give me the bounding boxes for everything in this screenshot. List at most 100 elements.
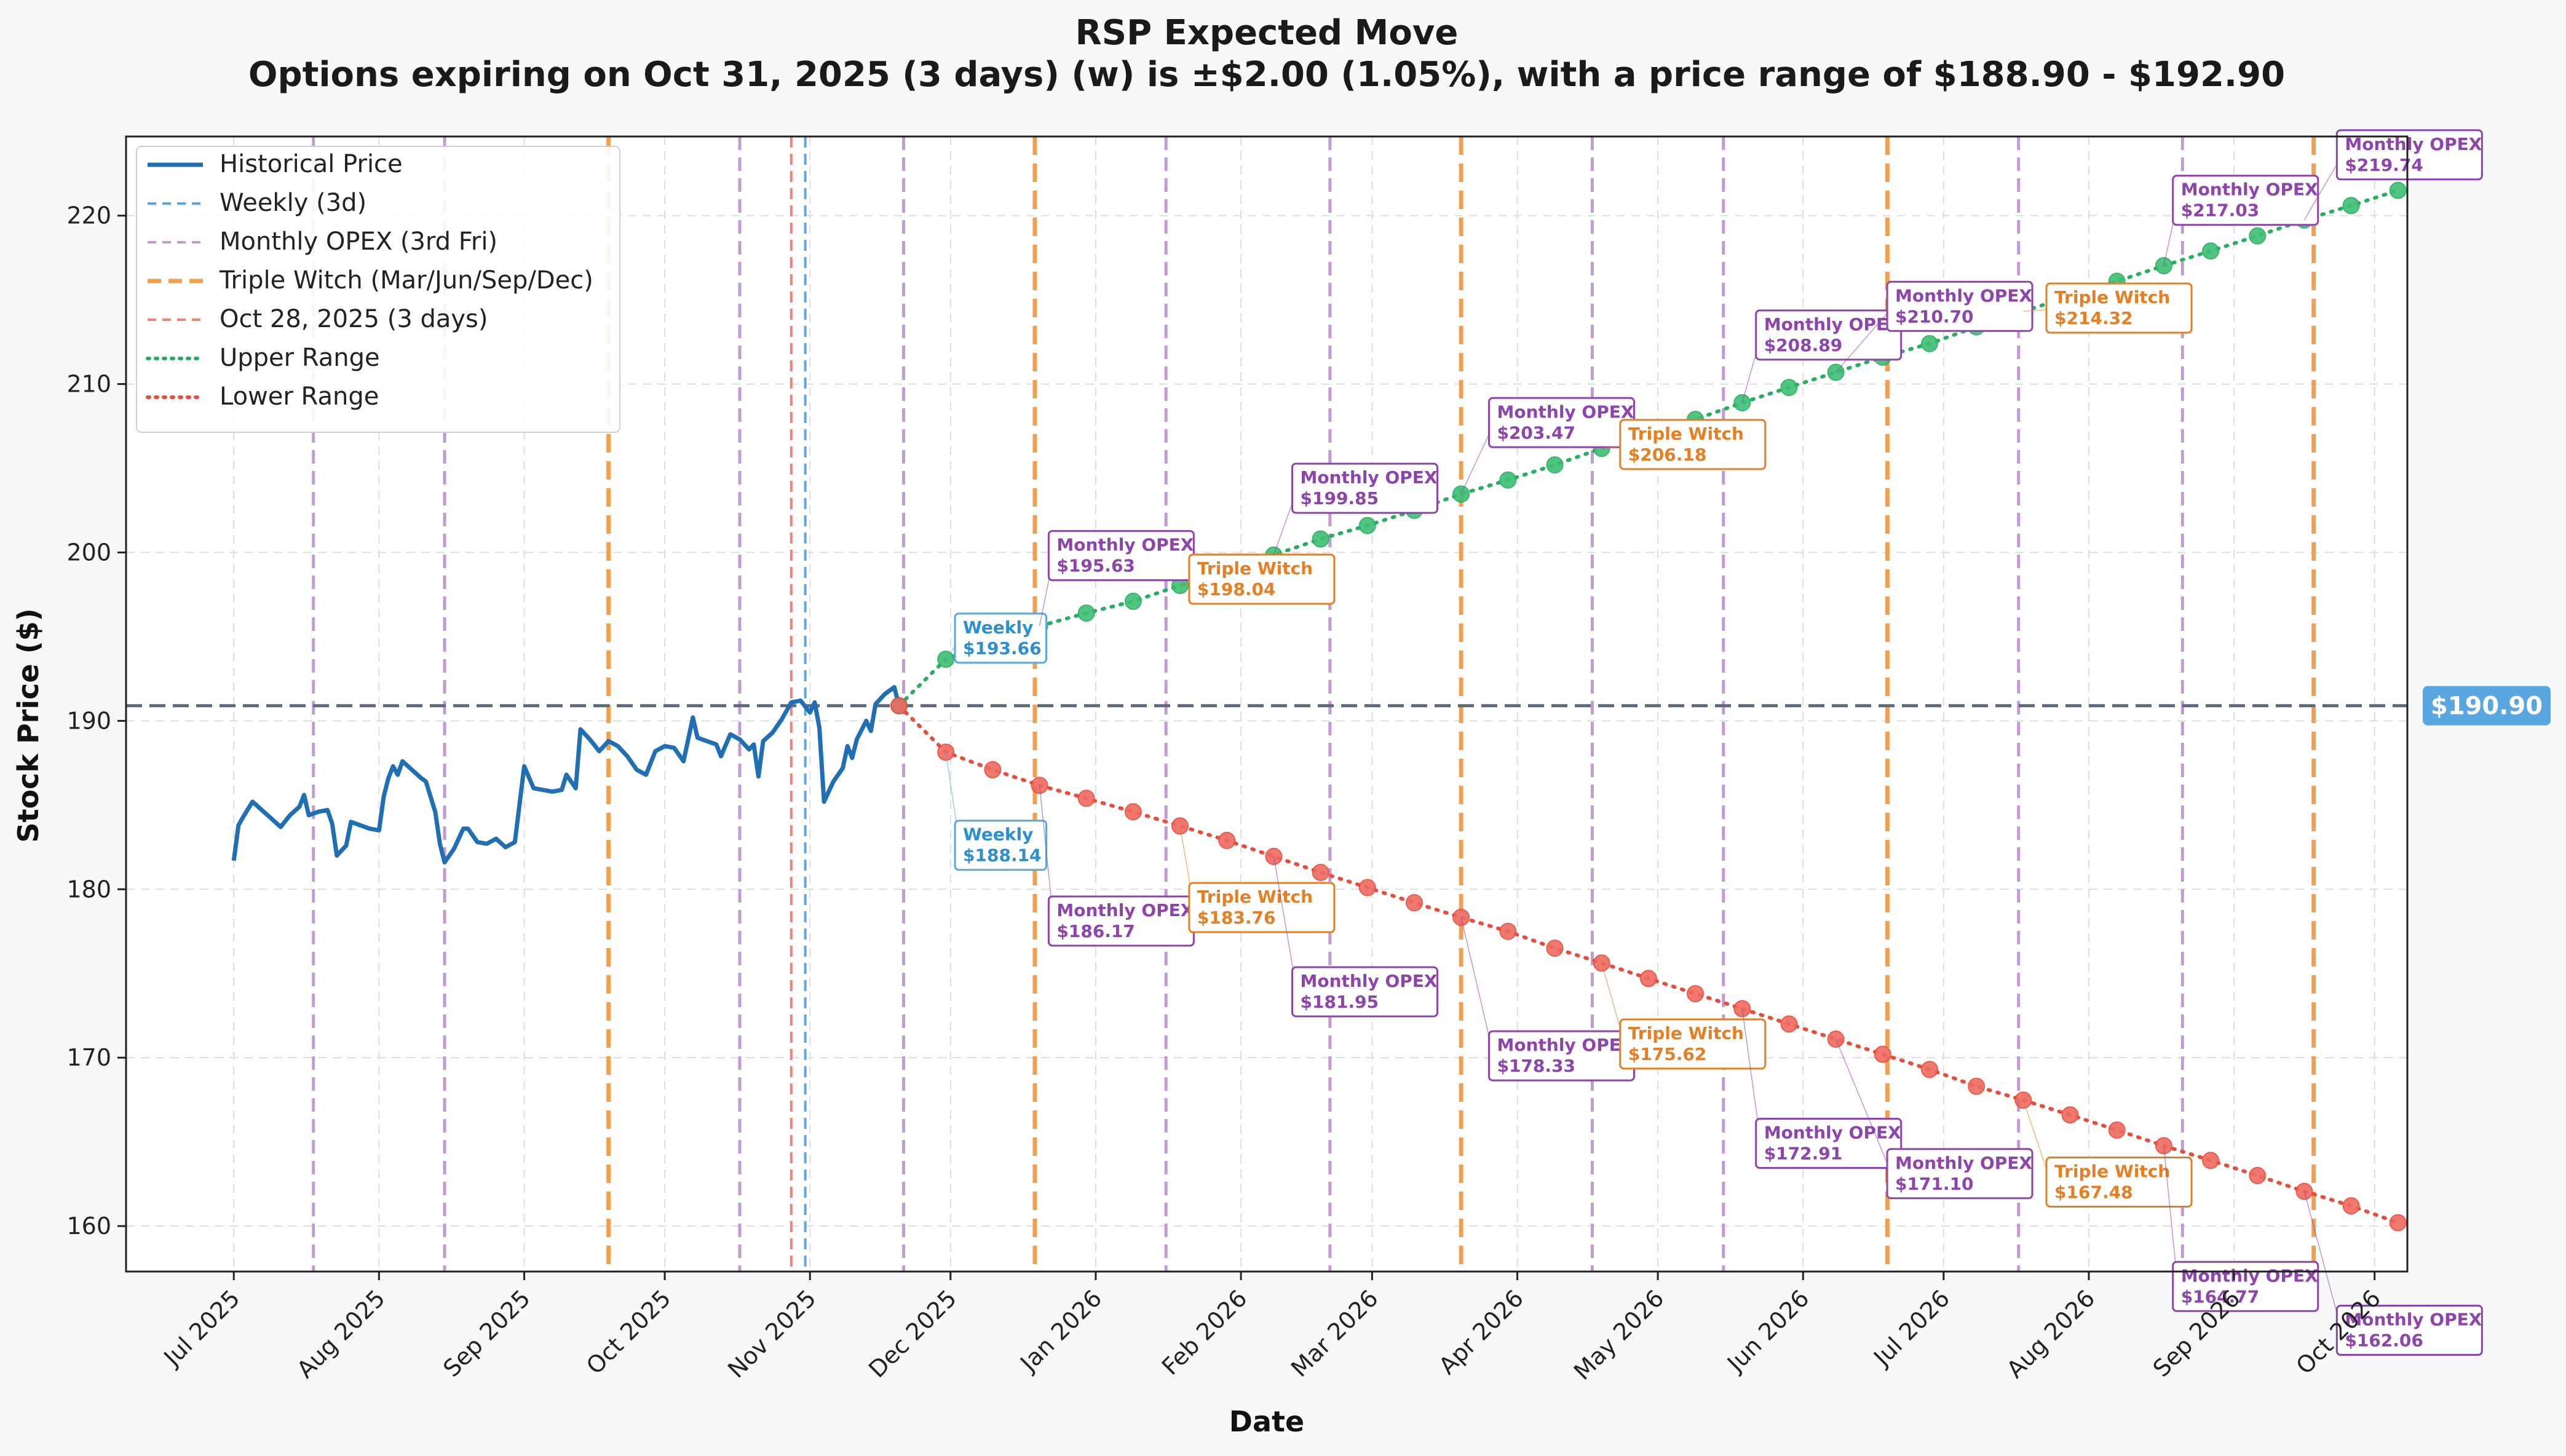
- y-tick-label: 170: [66, 1044, 111, 1071]
- annotation-box: [1886, 280, 2033, 332]
- annotation-weekly: Weekly$188.14: [945, 752, 1048, 871]
- annotation-box: [2045, 282, 2193, 334]
- annotation-monthly: Monthly OPEX$219.74: [2303, 129, 2483, 221]
- annotation-monthly: Monthly OPEX$210.70: [1835, 280, 2033, 373]
- plot-frame: [125, 135, 2409, 1273]
- annotation-box: [1291, 462, 1439, 514]
- annotation-box: [1886, 1148, 2033, 1200]
- annotation-triple: Triple Witch$175.62: [1601, 963, 1767, 1070]
- lower-range-point: [1124, 803, 1142, 821]
- lower-range-point: [1405, 894, 1423, 912]
- annotation-monthly: Monthly OPEX$217.03: [2163, 175, 2319, 266]
- annotation-box: [1619, 419, 1767, 470]
- upper-range-point: [2202, 242, 2220, 260]
- y-axis-label: Stock Price ($): [12, 608, 45, 842]
- y-tick-label: 220: [66, 202, 111, 229]
- legend: Historical Price Weekly (3d) Monthly OPEX …: [136, 146, 620, 433]
- annotation-value: $172.91: [1764, 1144, 1843, 1164]
- current-price-tag: $190.90: [2423, 686, 2551, 726]
- upper-range-point: [2249, 227, 2267, 245]
- y-tick-label: 180: [66, 876, 111, 903]
- y-tick-label: 190: [66, 707, 111, 734]
- annotation-value: $219.74: [2345, 155, 2423, 175]
- annotation-title: Monthly OPEX: [1301, 467, 1438, 488]
- historical-price-line: [231, 685, 901, 865]
- annotation-title: Monthly OPEX: [1497, 1035, 1634, 1055]
- annotation-title: Monthly OPEX: [1895, 285, 2032, 306]
- legend-entry: Weekly (3d): [220, 189, 366, 217]
- upper-range-point: [1124, 592, 1142, 610]
- annotation-value: $195.63: [1056, 556, 1135, 576]
- lower-range-point: [1687, 985, 1705, 1003]
- annotation-triple: Triple Witch$206.18: [1601, 419, 1767, 470]
- annotation-title: Monthly OPEX: [1056, 900, 1194, 920]
- annotation-monthly: Monthly OPEX$181.95: [1273, 856, 1439, 1018]
- lower-range-point: [1499, 922, 1517, 940]
- annotation-monthly: Monthly OPEX$172.91: [1741, 1008, 1903, 1169]
- annotation-box: [1188, 553, 1336, 605]
- annotation-value: $164.77: [2181, 1286, 2260, 1307]
- annotation-box: [2335, 1305, 2483, 1356]
- lower-range-point: [2389, 1214, 2407, 1232]
- annotation-value: $199.85: [1301, 488, 1379, 508]
- annotation-triple: Triple Witch$167.48: [2022, 1099, 2193, 1208]
- legend-entry: Monthly OPEX (3rd Fri): [220, 228, 497, 256]
- annotation-value: $178.33: [1497, 1056, 1575, 1076]
- annotation-leader: [1835, 307, 1893, 373]
- legend-entry: Oct 28, 2025 (3 days): [220, 305, 488, 333]
- annotation-leader: [2303, 1191, 2343, 1332]
- annotation-triple: Triple Witch$183.76: [1179, 826, 1336, 933]
- x-axis-label: Date: [1229, 1405, 1304, 1438]
- upper-range-point: [1546, 456, 1564, 474]
- annotation-value: $188.14: [963, 845, 1042, 866]
- annotation-title: Triple Witch: [1197, 558, 1313, 579]
- upper-range-point: [1499, 471, 1517, 489]
- lower-range-point: [1218, 831, 1236, 849]
- upper-range-point: [2342, 197, 2360, 215]
- annotation-title: Monthly OPEX: [1056, 535, 1194, 555]
- lower-range-point: [1639, 970, 1657, 987]
- lower-range-point: [1920, 1061, 1938, 1078]
- y-tick-label: 160: [66, 1213, 111, 1240]
- annotation-value: $198.04: [1197, 579, 1276, 599]
- annotation-box: [2335, 129, 2483, 181]
- lower-range-point: [2342, 1197, 2360, 1215]
- annotation-monthly: Monthly OPEX$162.06: [2303, 1191, 2483, 1356]
- current-price-tag-label: $190.90: [2431, 692, 2543, 721]
- annotation-value: $193.66: [963, 638, 1042, 659]
- lower-range-point: [1968, 1077, 1986, 1095]
- annotation-title: Triple Witch: [1628, 424, 1744, 444]
- lower-range-point: [984, 761, 1002, 778]
- annotation-title: Weekly: [963, 617, 1033, 638]
- annotation-box: [2172, 1260, 2319, 1312]
- upper-range-point: [1920, 334, 1938, 352]
- annotation-value: $181.95: [1301, 992, 1379, 1012]
- annotation-monthly: Monthly OPEX$164.77: [2163, 1145, 2319, 1312]
- lower-range-point: [2202, 1152, 2220, 1169]
- lower-range-point: [1312, 863, 1329, 881]
- annotation-value: $183.76: [1197, 908, 1276, 928]
- annotation-value: $175.62: [1628, 1044, 1707, 1064]
- chart-title: RSP Expected Move: [1075, 13, 1459, 53]
- annotation-title: Triple Witch: [1628, 1023, 1744, 1043]
- legend-entry: Historical Price: [220, 150, 403, 178]
- annotation-title: Monthly OPEX: [2345, 1310, 2482, 1330]
- upper-range-point: [1077, 604, 1095, 622]
- annotation-weekly: Weekly$193.66: [945, 612, 1048, 664]
- lower-range-point: [890, 697, 908, 714]
- annotation-value: $167.48: [2054, 1182, 2133, 1202]
- annotation-value: $214.32: [2054, 308, 2133, 328]
- annotation-box: [2045, 1156, 2193, 1208]
- lower-range-point: [1780, 1015, 1798, 1033]
- annotation-box: [2172, 175, 2319, 226]
- annotation-value: $206.18: [1628, 445, 1707, 465]
- chart-subtitle: Options expiring on Oct 31, 2025 (3 days…: [248, 55, 2285, 95]
- annotation-title: Monthly OPEX: [1301, 971, 1438, 991]
- annotation-title: Monthly OPEX: [1764, 1123, 1901, 1143]
- annotation-value: $186.17: [1056, 921, 1135, 941]
- annotation-monthly: Monthly OPEX$203.47: [1460, 397, 1635, 494]
- lower-range-point: [1546, 940, 1564, 957]
- legend-entry: Lower Range: [220, 382, 379, 411]
- upper-range-point: [1780, 379, 1798, 397]
- upper-range-point: [1358, 516, 1376, 534]
